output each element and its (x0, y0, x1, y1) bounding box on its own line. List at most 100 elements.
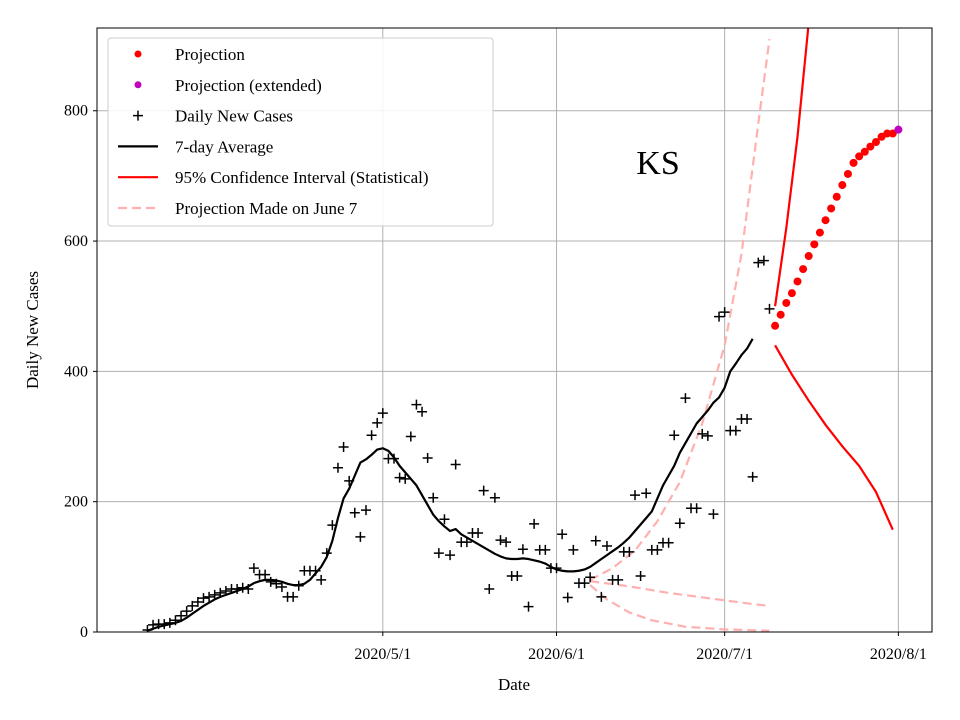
legend-label: Daily New Cases (175, 107, 293, 126)
y-axis-label: Daily New Cases (23, 271, 42, 389)
june7-projection-upper-line (589, 38, 771, 581)
y-axis-ticks: 0 200 400 600 800 (64, 103, 97, 641)
daily-case-marker (674, 518, 685, 529)
x-axis-ticks: 2020/5/1 2020/6/1 2020/7/1 2020/8/1 (354, 632, 927, 663)
projection-point (883, 129, 892, 138)
x-tick-label: 2020/7/1 (696, 646, 753, 663)
legend-label: 7-day Average (175, 137, 273, 156)
y-tick-label: 200 (64, 494, 88, 511)
daily-case-marker (501, 537, 512, 548)
projection-point (815, 228, 824, 237)
daily-case-marker (697, 428, 708, 439)
daily-case-marker (377, 408, 388, 419)
daily-case-marker (742, 413, 753, 424)
daily-case-marker (663, 537, 674, 548)
daily-case-marker (585, 572, 596, 583)
series-layer (142, 28, 903, 632)
daily-case-marker (439, 514, 450, 525)
june7-projection-middle-line (590, 580, 770, 608)
seven-day-average-line (147, 338, 754, 632)
daily-case-marker (338, 441, 349, 452)
daily-case-marker (355, 531, 366, 542)
daily-case-marker (579, 578, 590, 589)
daily-case-marker (601, 540, 612, 551)
daily-case-marker (562, 592, 573, 603)
projection-point (832, 192, 841, 201)
daily-case-marker (624, 546, 635, 557)
projection-point (810, 240, 819, 249)
june7-projection-lower-line (589, 584, 770, 632)
projection-extended-point (888, 129, 897, 138)
daily-case-marker (641, 488, 652, 499)
daily-case-marker (568, 544, 579, 555)
x-axis-label: Date (498, 675, 530, 694)
projection-point (771, 321, 780, 330)
y-tick-label: 400 (64, 363, 88, 380)
daily-case-marker (400, 473, 411, 484)
projection-point (793, 277, 802, 286)
y-tick-label: 800 (64, 103, 88, 120)
daily-case-marker (209, 589, 220, 600)
legend-label: Projection (extended) (175, 76, 322, 95)
projection-point (855, 152, 864, 161)
legend-label: Projection (175, 45, 245, 64)
daily-case-marker (517, 544, 528, 555)
daily-case-marker (198, 593, 209, 604)
daily-case-marker (450, 459, 461, 470)
daily-case-marker (529, 518, 540, 529)
daily-case-marker (714, 311, 725, 322)
ci-lower-line (774, 344, 894, 531)
legend-dot-icon (134, 50, 142, 58)
projection-extended-point (894, 125, 903, 134)
projection-point (849, 158, 858, 167)
daily-case-marker (652, 544, 663, 555)
daily-case-marker (489, 492, 500, 503)
daily-case-marker (349, 507, 360, 518)
legend-plus-icon (133, 110, 143, 121)
daily-case-marker (691, 503, 702, 514)
daily-case-marker (260, 569, 271, 580)
daily-case-marker (417, 406, 428, 417)
daily-case-marker (540, 544, 551, 555)
projection-point (776, 310, 785, 319)
daily-case-marker (680, 393, 691, 404)
projection-point (799, 265, 808, 274)
daily-case-marker (176, 610, 187, 621)
daily-case-marker (288, 591, 299, 602)
x-tick-label: 2020/8/1 (870, 646, 927, 663)
daily-case-marker (366, 430, 377, 441)
daily-case-marker (635, 570, 646, 581)
daily-case-marker (187, 600, 198, 611)
legend-box (107, 37, 494, 227)
projection-point (871, 138, 880, 147)
ci-upper-line (773, 28, 810, 307)
state-annotation: KS (636, 145, 679, 182)
daily-case-marker (405, 431, 416, 442)
projection-point (860, 147, 869, 156)
daily-case-marker (445, 550, 456, 561)
projection-point (866, 142, 875, 151)
legend: Projection Projection (extended) Daily New… (107, 37, 494, 227)
daily-case-marker (753, 257, 764, 268)
plot-series (142, 28, 903, 632)
y-tick-label: 600 (64, 233, 88, 250)
daily-case-marker (719, 307, 730, 318)
plot-frame (96, 27, 933, 633)
daily-case-marker (473, 527, 484, 538)
daily-case-marker (478, 485, 489, 496)
legend-label: Projection Made on June 7 (175, 199, 358, 218)
daily-case-marker (428, 492, 439, 503)
daily-case-marker (372, 417, 383, 428)
daily-case-marker (316, 574, 327, 585)
daily-case-marker (613, 574, 624, 585)
daily-case-marker (181, 606, 192, 617)
projection-point (827, 204, 836, 213)
y-tick-label: 0 (80, 624, 88, 641)
daily-case-marker (433, 548, 444, 559)
daily-case-marker (708, 509, 719, 520)
projection-point (843, 169, 852, 178)
daily-case-marker (332, 462, 343, 473)
daily-case-marker (204, 591, 215, 602)
daily-case-marker (758, 255, 769, 266)
